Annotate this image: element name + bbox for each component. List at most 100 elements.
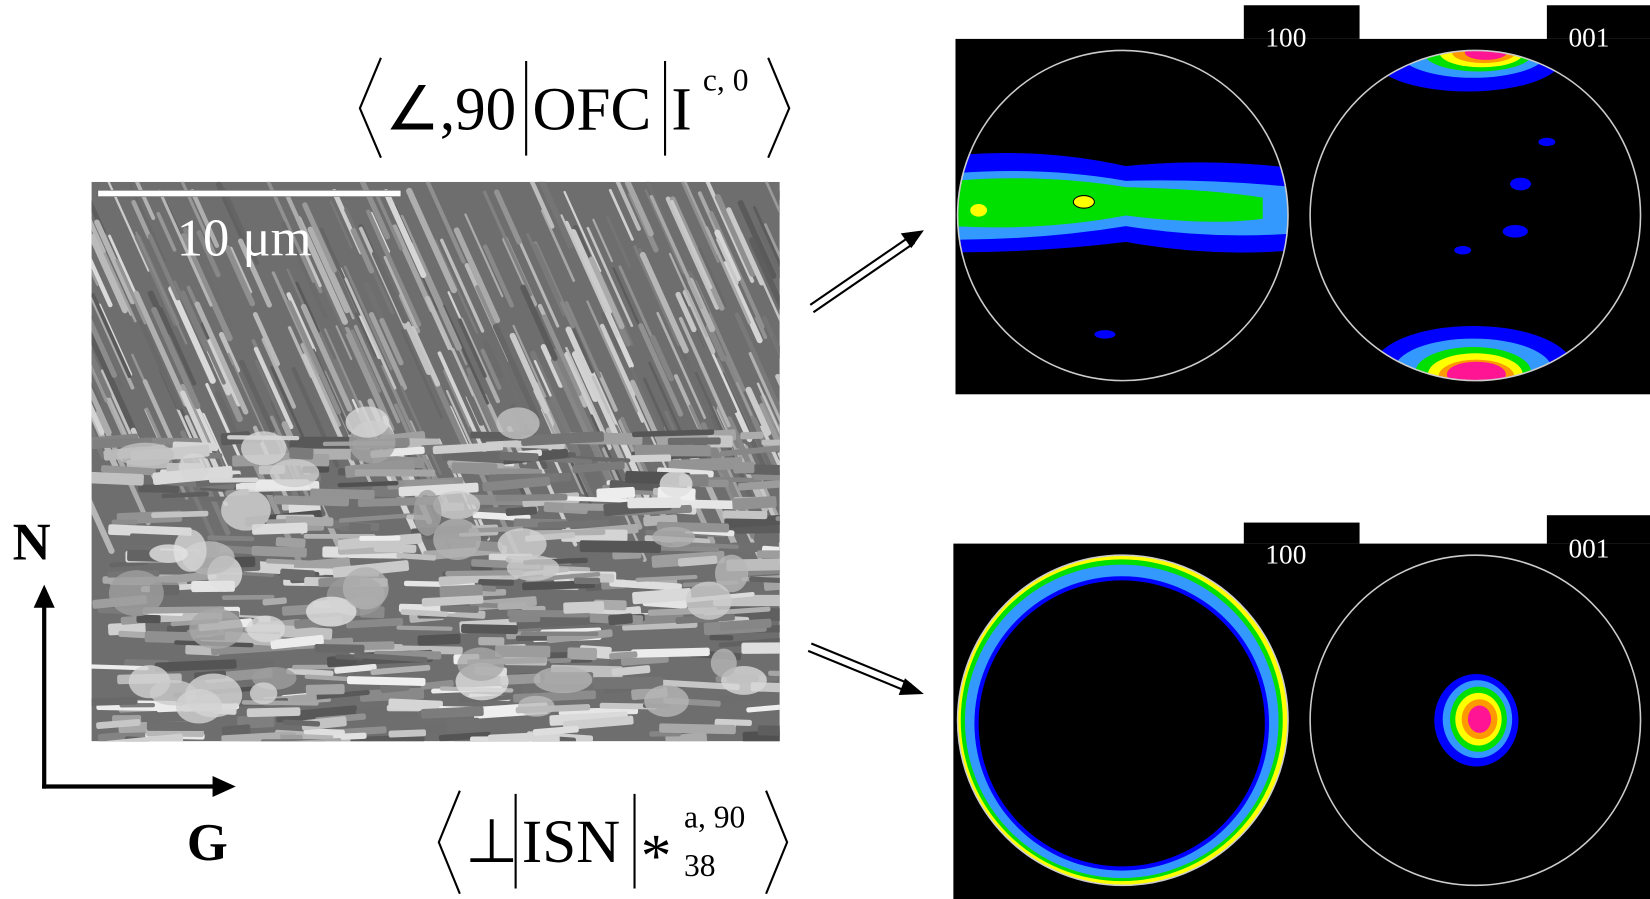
texture-stroke (149, 544, 188, 563)
arrowhead (34, 585, 55, 608)
texture-stroke (794, 198, 838, 297)
texture-stroke (635, 445, 711, 457)
texture-stroke (241, 431, 287, 465)
texture-stroke (478, 637, 504, 646)
pole-label: 001 (1568, 533, 1609, 563)
contour (979, 580, 1265, 866)
texture-stroke (790, 427, 838, 533)
texture-stroke (221, 489, 271, 531)
texture-stroke (247, 707, 301, 717)
texture-stroke (374, 544, 417, 553)
texture-stroke (306, 684, 345, 695)
pole-figures-bottom: 100 001 (953, 515, 1650, 899)
arrow-line (811, 643, 911, 684)
texture-stroke (355, 469, 436, 476)
bottom-notation: ⊥ ISN * a, 90 38 (439, 791, 787, 894)
notation-code: ISN (522, 809, 620, 876)
pole-label: 100 (1265, 22, 1306, 52)
texture-stroke (563, 601, 604, 614)
texture-stroke (779, 454, 794, 488)
texture-stroke (740, 432, 764, 440)
texture-stroke (785, 492, 856, 503)
texture-stroke (293, 745, 328, 756)
texture-stroke (778, 376, 820, 470)
texture-stroke (457, 647, 504, 681)
texture-stroke (574, 577, 600, 584)
texture-stroke (812, 297, 845, 370)
texture-stroke (343, 567, 389, 609)
texture-stroke (714, 744, 792, 752)
texture-stroke (89, 472, 144, 486)
contour (1094, 330, 1115, 338)
texture-stroke (757, 550, 832, 558)
texture-stroke (796, 429, 841, 529)
texture-stroke (467, 746, 537, 758)
contour (1454, 246, 1471, 254)
texture-stroke (518, 696, 555, 717)
texture-stroke (233, 659, 274, 668)
texture-stroke (781, 573, 834, 585)
texture-stroke (767, 742, 834, 754)
texture-stroke (417, 634, 460, 646)
contour (1468, 706, 1491, 733)
texture-stroke (509, 617, 541, 623)
notation-superscript: a, 90 (684, 800, 745, 835)
texture-stroke (499, 452, 538, 462)
texture-stroke (63, 439, 88, 495)
texture-stroke (112, 520, 138, 525)
bracket (766, 791, 787, 894)
texture-stroke (495, 494, 567, 502)
texture-stroke (461, 624, 518, 634)
texture-stroke (785, 465, 816, 476)
texture-stroke (733, 462, 754, 474)
texture-stroke (741, 642, 815, 654)
texture-stroke (659, 723, 736, 734)
contour (970, 204, 987, 217)
texture-stroke (401, 742, 448, 756)
texture-stroke (179, 453, 210, 481)
texture-stroke (138, 485, 179, 493)
texture-stroke (596, 487, 635, 500)
contour (1538, 138, 1555, 146)
bracket (360, 58, 381, 158)
texture-stroke (496, 407, 539, 439)
texture-stroke (109, 570, 164, 616)
notation-superscript: c, 0 (703, 62, 749, 97)
texture-stroke (213, 743, 262, 754)
texture-stroke (724, 742, 775, 757)
texture-stroke (652, 527, 695, 548)
texture-stroke (388, 729, 426, 737)
texture-stroke (668, 437, 721, 445)
texture-stroke (796, 456, 814, 497)
texture-stroke (808, 309, 833, 364)
texture-stroke (289, 447, 314, 460)
texture-stroke (427, 742, 491, 753)
texture-stroke (446, 718, 480, 732)
pole-label: 001 (1568, 22, 1609, 52)
texture-stroke (660, 471, 693, 497)
notation-symbol: ⊥ (465, 809, 518, 876)
texture-stroke (779, 540, 802, 553)
texture-stroke (314, 644, 364, 653)
texture-stroke (209, 477, 259, 482)
top-notation: ∠,90 OFC I c, 0 (360, 58, 789, 158)
texture-stroke (248, 743, 302, 751)
texture-stroke (616, 746, 671, 756)
figure: 10 μm N G ∠,90 OFC I c, 0 ⊥ ISN * a, 90 … (0, 0, 1650, 899)
scale-bar (98, 190, 401, 196)
arrow-line (810, 236, 911, 305)
texture-stroke (160, 746, 241, 757)
texture-stroke (247, 615, 286, 642)
texture-stroke (72, 461, 94, 510)
notation-code: OFC (532, 76, 651, 143)
texture-stroke (790, 416, 830, 505)
texture-stroke (790, 230, 835, 331)
texture-stroke (359, 536, 400, 541)
texture-stroke (534, 666, 593, 693)
texture-stroke (797, 335, 837, 424)
texture-stroke (189, 608, 243, 648)
texture-stroke (453, 741, 530, 753)
texture-stroke (236, 744, 265, 754)
texture-stroke (478, 579, 514, 586)
texture-stroke (782, 449, 798, 485)
